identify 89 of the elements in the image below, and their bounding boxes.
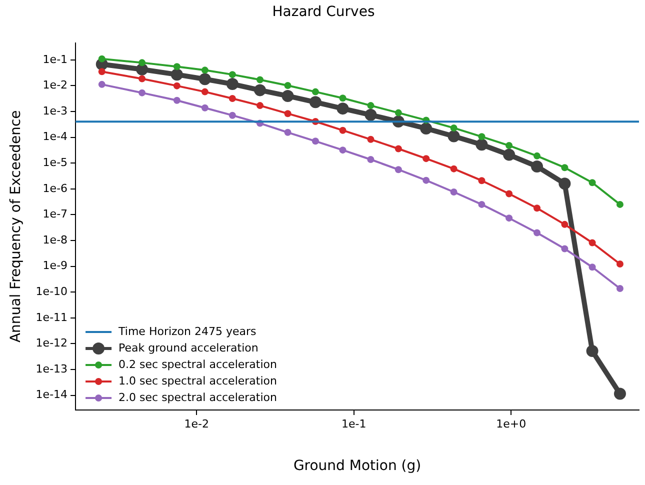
point (198, 73, 211, 86)
point (506, 142, 513, 150)
point (530, 160, 543, 172)
point (312, 88, 319, 96)
point (450, 124, 458, 132)
x-tick-label: 1e-2 (184, 417, 209, 430)
point (339, 94, 346, 102)
point (367, 102, 374, 110)
x-tick-label: 1e+0 (496, 417, 526, 430)
point (170, 68, 183, 81)
point (173, 63, 180, 70)
point (588, 239, 596, 246)
point (312, 138, 319, 145)
point (533, 204, 540, 212)
point (364, 108, 377, 121)
point (422, 176, 430, 184)
point (256, 76, 264, 84)
point (616, 285, 624, 292)
point (284, 110, 292, 118)
y-tick-label: 1e-2 (42, 78, 68, 92)
point (201, 88, 208, 96)
y-tick-label: 1e-12 (36, 336, 68, 350)
point (588, 264, 596, 271)
y-axis-title: Annual Frequency of Exceedence (8, 110, 24, 343)
y-tick-label: 1e-3 (42, 104, 68, 118)
point (450, 165, 458, 172)
y-tick-label: 1e-10 (36, 284, 68, 298)
point (394, 109, 402, 116)
point (478, 133, 486, 140)
point (284, 128, 292, 136)
point (228, 71, 236, 78)
y-tick-label: 1e-8 (42, 233, 68, 246)
point (228, 112, 236, 119)
x-tick-label: 1e-1 (341, 417, 366, 430)
point (284, 82, 292, 89)
legend-label: 2.0 sec spectral acceleration (118, 390, 278, 404)
y-tick-label: 1e-13 (36, 362, 68, 376)
point (558, 178, 571, 190)
point (226, 78, 238, 90)
legend-label: Time Horizon 2475 years (118, 324, 257, 338)
point (561, 245, 568, 252)
point (476, 138, 488, 151)
point (616, 200, 624, 208)
point (394, 166, 402, 174)
point (503, 148, 516, 161)
y-tick-label: 1e-5 (42, 156, 68, 169)
point (614, 388, 626, 400)
point (561, 220, 568, 228)
point (448, 130, 460, 142)
point (367, 156, 374, 163)
point (588, 179, 596, 186)
y-tick-label: 1e-11 (36, 310, 68, 324)
point (561, 164, 568, 172)
point (201, 104, 208, 112)
point (420, 122, 432, 134)
legend-label: 1.0 sec spectral acceleration (118, 374, 278, 388)
point (309, 96, 322, 108)
point (478, 200, 486, 208)
point (422, 155, 430, 162)
y-tick-label: 1e-6 (42, 182, 68, 195)
point (533, 152, 540, 160)
point (506, 214, 513, 222)
y-tick-label: 1e-7 (42, 208, 68, 221)
point (228, 94, 236, 102)
point (339, 126, 346, 134)
point (394, 145, 402, 152)
y-tick-label: 1e-9 (42, 259, 68, 272)
point (173, 96, 180, 104)
point (367, 136, 374, 143)
y-tick-label: 1e-1 (42, 52, 68, 66)
point (336, 102, 349, 115)
point (586, 345, 598, 358)
point (506, 190, 513, 198)
point (282, 90, 294, 102)
point (256, 102, 264, 110)
y-tick-label: 1e-4 (42, 130, 68, 144)
chart-title: Hazard Curves (272, 4, 375, 20)
point (533, 229, 540, 236)
legend-label: Peak ground acceleration (118, 341, 258, 354)
x-axis-title: Ground Motion (g) (293, 458, 422, 474)
point (450, 188, 458, 196)
point (201, 66, 208, 74)
y-tick-label: 1e-14 (36, 388, 68, 402)
point (339, 146, 346, 154)
point (254, 84, 266, 96)
point (616, 260, 624, 268)
point (173, 82, 180, 90)
legend-label: 0.2 sec spectral acceleration (118, 358, 278, 371)
point (478, 177, 486, 184)
